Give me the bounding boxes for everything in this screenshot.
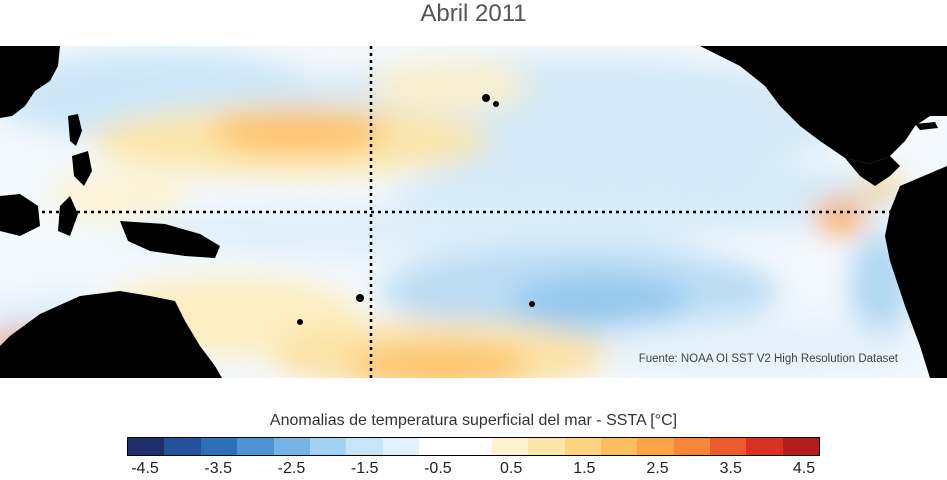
colorbar-swatch [710,438,747,455]
colorbar-swatch [237,438,274,455]
colorbar-swatch [128,438,165,455]
colorbar-ticks: -4.5 -3.5 -2.5 -1.5 -0.5 0.5 1.5 2.5 3.5 4.5 [0,460,947,480]
colorbar-tick-label: -0.5 [424,460,452,477]
colorbar-swatch [673,438,710,455]
colorbar-tick-label: -4.5 [131,460,159,477]
colorbar-tick-label: 3.5 [719,460,742,477]
colorbar-swatch [419,438,456,455]
colorbar-swatch [164,438,201,455]
colorbar-swatch [273,438,310,455]
land-masses [0,46,947,378]
colorbar-swatch [382,438,419,455]
colorbar-swatch [600,438,638,455]
colorbar-tick-label: 1.5 [573,460,596,477]
colorbar-swatch [346,438,383,455]
colorbar-tick-label: -1.5 [350,460,379,477]
colorbar-swatch [455,438,492,455]
colorbar [127,437,820,456]
colorbar-swatch [528,438,565,455]
colorbar-swatch [782,438,820,455]
colorbar-swatch [746,438,783,455]
source-note: Fuente: NOAA OI SST V2 High Resolution D… [639,353,899,365]
colorbar-swatch [200,438,238,455]
map-title: Abril 2011 [420,0,527,27]
colorbar-swatch [564,438,601,455]
ssta-map: Fuente: NOAA OI SST V2 High Resolution D… [0,46,947,378]
colorbar-swatch [637,438,674,455]
colorbar-swatch [491,438,529,455]
colorbar-tick-label: 4.5 [792,460,816,477]
colorbar-title: Anomalias de temperatura superficial del… [269,412,678,429]
colorbar-tick-label: -2.5 [277,460,306,477]
colorbar-tick-label: -3.5 [204,460,233,477]
ssta-map-canvas: Fuente: NOAA OI SST V2 High Resolution D… [0,46,947,378]
colorbar-tick-label: 2.5 [646,460,669,477]
colorbar-tick-label: 0.5 [499,460,523,477]
colorbar-swatch [309,438,347,455]
